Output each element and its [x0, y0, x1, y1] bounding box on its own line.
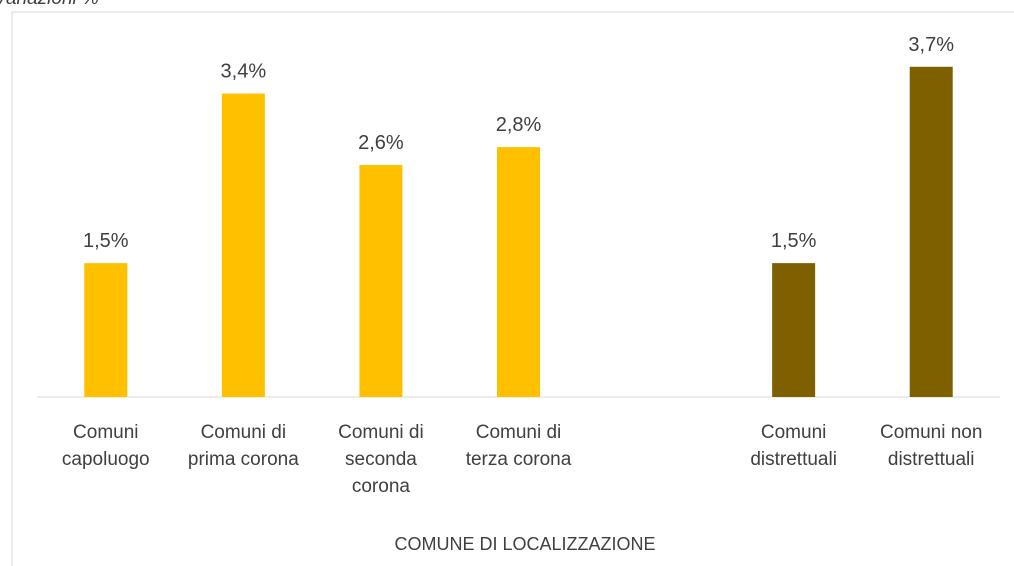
bar	[772, 263, 816, 397]
x-tick-label: Comuni di seconda corona	[338, 422, 424, 497]
chart-frame	[11, 11, 1014, 566]
data-label: 1,5%	[83, 230, 129, 252]
x-tick-label: Comuni distrettuali	[750, 422, 837, 470]
x-tick-label: Comuni non distrettuali	[879, 422, 983, 470]
x-tick-label: Comuni di prima corona	[187, 422, 299, 470]
data-label: 3,4%	[221, 61, 267, 83]
bar	[909, 66, 953, 398]
data-label: 1,5%	[771, 230, 817, 252]
bar	[221, 93, 265, 398]
data-label: 3,7%	[908, 34, 954, 56]
data-label: 2,8%	[496, 114, 542, 136]
bar	[497, 147, 540, 397]
x-tick-label: Comuni capoluogo	[61, 422, 150, 470]
data-label: 2,6%	[358, 132, 404, 154]
chart-title: Variazioni %	[0, 0, 99, 10]
bar	[84, 263, 128, 397]
x-axis-label: COMUNE DI LOCALIZZAZIONE	[394, 534, 656, 554]
x-tick-label: Comuni di terza corona	[465, 422, 572, 470]
bar	[359, 164, 403, 397]
